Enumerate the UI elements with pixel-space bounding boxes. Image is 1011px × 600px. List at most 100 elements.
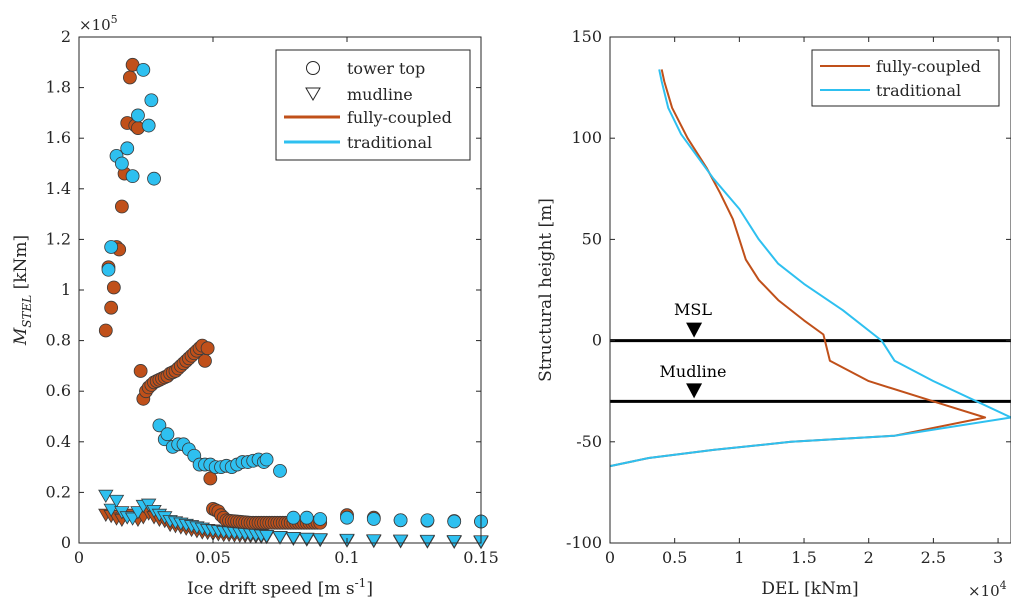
left-y-tick-label: 1.6	[46, 128, 71, 147]
left-x-axis-title: Ice drift speed [m s-1]	[187, 576, 373, 599]
left-y-tick-label: 0.8	[46, 331, 71, 350]
msl-label: MSL	[674, 300, 712, 319]
data-point-circle	[160, 427, 175, 442]
data-point-circle	[313, 512, 328, 526]
right-y-tick-label: 0	[592, 331, 602, 350]
right-legend: fully-coupled traditional	[811, 49, 1000, 107]
data-point-circle	[106, 280, 121, 295]
data-point-circle	[152, 418, 167, 433]
data-point-circle	[125, 169, 140, 184]
data-point-circle	[131, 108, 145, 123]
left-y-tick-label: 1.2	[46, 229, 71, 248]
right-legend-label-traditional: traditional	[876, 81, 961, 100]
data-point-circle	[141, 118, 156, 133]
data-point-triangle	[446, 535, 462, 549]
left-x-tick-label: 0.15	[463, 548, 499, 567]
right-x-tick-label: 1.5	[791, 548, 816, 567]
data-point-circle	[299, 510, 314, 525]
data-point-circle	[123, 70, 137, 85]
data-point-circle	[200, 341, 215, 356]
data-point-circle	[259, 452, 274, 467]
left-legend: tower top mudline fully-coupled traditio…	[275, 49, 471, 161]
left-legend-label-tower-top: tower top	[347, 59, 425, 78]
reference-marker-triangle	[686, 383, 703, 399]
data-point-circle	[366, 512, 381, 526]
left-y-tick-label: 0.4	[46, 432, 71, 451]
left-chart: 0 0.05 0.1 0.1500.20.40.60.811.21.41.61.82 …	[11, 13, 499, 599]
left-y-tick-label: 2	[61, 27, 71, 46]
data-point-circle	[114, 156, 129, 171]
data-point-circle	[393, 513, 408, 528]
right-x-axis-title: DEL [kNm]	[761, 579, 858, 599]
data-point-circle	[340, 510, 354, 525]
mudline-label: Mudline	[660, 362, 727, 381]
left-legend-label-mudline: mudline	[347, 85, 413, 104]
left-y-tick-label: 0.6	[46, 381, 71, 400]
data-point-circle	[98, 323, 113, 338]
data-point-triangle	[312, 533, 328, 547]
data-point-triangle	[392, 534, 409, 548]
left-x-tick-label: 0.05	[195, 548, 231, 567]
right-x-multiplier: ×104	[968, 579, 1007, 600]
right-y-tick-label: 150	[571, 27, 602, 46]
data-point-circle	[136, 62, 151, 77]
reference-marker-triangle	[686, 322, 703, 338]
data-point-circle	[147, 171, 161, 186]
right-plot-frame	[609, 36, 1011, 544]
right-chart: 0 0.5 1 1.5 2 2.5 3 -100 -50 0 50 100 150 MSL Mudlin…	[536, 27, 1011, 600]
data-point-circle	[286, 510, 301, 525]
right-x-tick-label: 3	[993, 548, 1003, 567]
data-point-circle	[114, 199, 129, 214]
right-y-axis-title: Structural height [m]	[536, 198, 556, 382]
data-point-triangle	[299, 532, 315, 546]
left-legend-label-fully-coupled: fully-coupled	[347, 108, 452, 127]
left-y-tick-label: 1	[61, 280, 71, 299]
legend-triangle-icon	[305, 87, 321, 101]
data-point-triangle	[419, 534, 436, 549]
series-line-traditional	[609, 69, 1011, 468]
right-x-tick-label: 2.5	[921, 548, 946, 567]
right-x-tick-label: 1	[734, 548, 744, 567]
data-point-circle	[104, 240, 119, 254]
left-legend-label-traditional: traditional	[347, 133, 432, 152]
left-y-tick-label: 1.4	[46, 179, 71, 198]
data-point-triangle	[98, 489, 114, 503]
left-y-tick-label: 0.2	[46, 482, 71, 501]
data-point-circle	[203, 471, 218, 486]
right-x-tick-label: 2	[864, 548, 874, 567]
data-point-circle	[120, 141, 135, 156]
data-point-circle	[198, 353, 212, 368]
left-chart-marks	[98, 57, 489, 550]
data-point-circle	[104, 300, 119, 315]
data-point-circle	[101, 262, 116, 277]
right-y-tick-label: 50	[582, 229, 602, 248]
legend-circle-icon	[306, 61, 320, 75]
data-point-triangle	[103, 503, 119, 517]
right-y-tick-label: -50	[576, 432, 602, 451]
left-x-tick-label: 0	[74, 548, 84, 567]
data-point-triangle	[366, 534, 382, 548]
data-point-triangle	[272, 531, 288, 545]
left-y-multiplier: ×105	[79, 13, 118, 34]
left-x-tick-label: 0.1	[334, 548, 359, 567]
left-chart-ticks: 0 0.05 0.1 0.15 0 0.2 0.4 0.6 0.8 1 1.2 1.4 1.6 1.8 2	[46, 27, 499, 567]
series-line-fully-coupled	[609, 69, 987, 468]
data-point-circle	[144, 93, 159, 108]
data-point-circle	[447, 514, 462, 529]
right-y-tick-label: -100	[566, 533, 602, 552]
right-legend-label-fully-coupled: fully-coupled	[876, 57, 981, 76]
data-point-circle	[420, 513, 435, 528]
data-point-triangle	[108, 494, 125, 509]
data-point-circle	[133, 364, 148, 378]
right-x-tick-label: 0.5	[662, 548, 687, 567]
right-legend-box	[811, 49, 1000, 107]
data-point-triangle	[258, 530, 275, 544]
right-chart-ticks: 0 0.5 1 1.5 2 2.5 3 -100 -50 0 50 100 150	[566, 27, 1011, 567]
left-y-axis-title: MSTEL [kNm]	[11, 235, 34, 346]
right-y-tick-label: 100	[571, 128, 602, 147]
data-point-triangle	[285, 532, 302, 546]
right-chart-marks	[609, 69, 1011, 468]
left-y-tick-label: 1.8	[46, 78, 71, 97]
right-x-tick-label: 0	[605, 548, 615, 567]
